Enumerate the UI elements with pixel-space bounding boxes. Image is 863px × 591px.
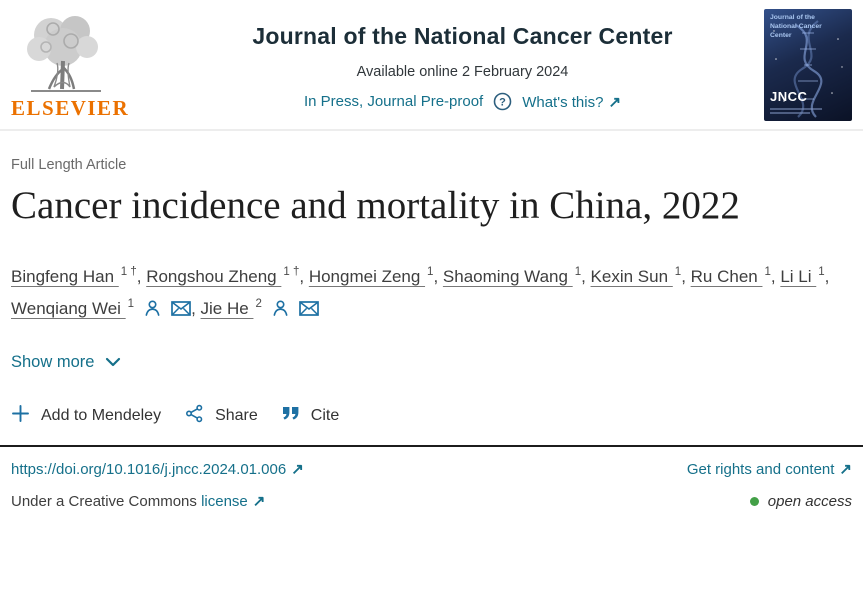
author-affiliation-sup: 1 xyxy=(764,266,771,279)
author-entry: Kexin Sun 1, xyxy=(590,266,691,286)
article-title: Cancer incidence and mortality in China,… xyxy=(11,184,740,227)
plus-icon xyxy=(11,404,30,428)
author-entry: Bingfeng Han 1 †, xyxy=(11,266,147,286)
share-icon xyxy=(185,404,204,428)
author-entry: Ru Chen 1, xyxy=(690,266,781,286)
author-affiliation-sup: 1 xyxy=(818,266,825,279)
author-separator: , xyxy=(136,266,147,286)
author-affiliation-sup: 1 † xyxy=(283,266,300,279)
journal-title-link[interactable]: Journal of the National Cancer Center xyxy=(252,23,673,49)
author-link[interactable]: Bingfeng Han xyxy=(11,266,119,286)
doi-link[interactable]: https://doi.org/10.1016/j.jncc.2024.01.0… xyxy=(11,461,304,479)
author-affiliation-sup: 1 xyxy=(574,266,582,279)
author-entry: Hongmei Zeng 1, xyxy=(308,266,443,286)
cover-decorative-line xyxy=(770,108,822,110)
journal-banner: ELSEVIER Journal of the National Cancer … xyxy=(11,0,852,121)
available-online-date: Available online 2 February 2024 xyxy=(356,64,569,80)
open-access-badge: open access xyxy=(749,493,852,510)
license-link[interactable]: license ↗ xyxy=(201,493,266,511)
author-link[interactable]: Li Li xyxy=(780,266,817,286)
cover-journal-title: Journal of the National Cancer Center xyxy=(770,14,822,39)
author-email-icon[interactable] xyxy=(299,295,319,327)
author-entry: Li Li 1, xyxy=(780,266,830,286)
external-link-icon: ↗ xyxy=(608,93,622,111)
author-link[interactable]: Ru Chen xyxy=(690,266,763,286)
author-link[interactable]: Jie He xyxy=(200,298,254,318)
journal-cover-thumbnail[interactable]: Journal of the National Cancer Center JN… xyxy=(764,9,852,121)
author-separator: , xyxy=(681,266,691,286)
author-affiliation-sup: 1 † xyxy=(120,266,137,279)
author-person-icon[interactable] xyxy=(143,295,162,327)
author-link[interactable]: Kexin Sun xyxy=(590,266,673,286)
author-entry: Wenqiang Wei 1, xyxy=(11,298,201,318)
author-link[interactable]: Shaoming Wang xyxy=(442,266,573,286)
dna-helix-art xyxy=(773,20,843,118)
author-affiliation-sup: 2 xyxy=(255,298,262,311)
elsevier-wordmark: ELSEVIER xyxy=(11,96,130,120)
author-affiliation-sup: 1 xyxy=(127,298,135,311)
cite-quote-icon xyxy=(282,406,300,426)
author-separator: , xyxy=(299,266,309,286)
svg-text:?: ? xyxy=(499,96,506,108)
external-link-icon: ↗ xyxy=(252,493,266,511)
author-separator: , xyxy=(770,266,781,286)
share-button[interactable]: Share xyxy=(185,404,258,428)
author-link[interactable]: Rongshou Zheng xyxy=(146,266,282,286)
in-press-link[interactable]: In Press, Journal Pre-proof xyxy=(303,93,484,110)
question-circle-icon[interactable]: ? xyxy=(493,92,512,111)
author-person-icon[interactable] xyxy=(271,295,290,327)
external-link-icon: ↗ xyxy=(839,461,852,479)
author-entry: Jie He 2 xyxy=(200,298,319,318)
author-link[interactable]: Wenqiang Wei xyxy=(11,298,126,318)
cover-decorative-line xyxy=(770,112,810,114)
whats-this-link[interactable]: What's this? ↗ xyxy=(522,93,622,111)
add-to-mendeley-button[interactable]: Add to Mendeley xyxy=(11,404,161,428)
chevron-down-icon xyxy=(105,353,121,372)
cover-journal-abbrev: JNCC xyxy=(770,89,808,104)
external-link-icon: ↗ xyxy=(291,461,304,479)
license-line: Under a Creative Commons license ↗ xyxy=(11,493,266,511)
author-separator: , xyxy=(433,266,443,286)
author-entry: Shaoming Wang 1, xyxy=(442,266,591,286)
author-separator: , xyxy=(824,266,830,286)
open-access-dot-icon xyxy=(749,496,759,506)
show-more-button[interactable]: Show more xyxy=(11,353,121,372)
header-divider xyxy=(0,129,863,131)
author-link[interactable]: Hongmei Zeng xyxy=(308,266,426,286)
elsevier-logo[interactable]: ELSEVIER xyxy=(11,9,161,121)
get-rights-link[interactable]: Get rights and content ↗ xyxy=(686,461,852,479)
author-email-icon[interactable] xyxy=(171,295,191,327)
author-affiliation-sup: 1 xyxy=(427,266,434,279)
elsevier-tree-icon xyxy=(11,9,161,95)
author-affiliation-sup: 1 xyxy=(674,266,682,279)
author-separator: , xyxy=(191,298,201,318)
cite-button[interactable]: Cite xyxy=(282,406,339,426)
article-type-label: Full Length Article xyxy=(11,157,127,173)
author-list: Bingfeng Han 1 †, Rongshou Zheng 1 †, Ho… xyxy=(11,261,846,328)
author-entry: Rongshou Zheng 1 †, xyxy=(146,266,309,286)
author-separator: , xyxy=(581,266,591,286)
section-divider xyxy=(0,445,863,448)
